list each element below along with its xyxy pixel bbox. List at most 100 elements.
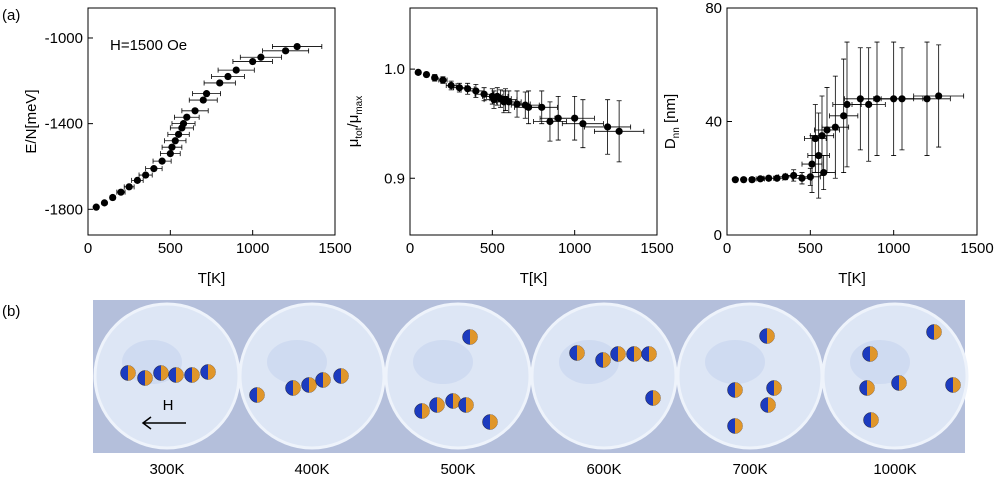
data-point — [513, 100, 521, 108]
particle-half — [293, 380, 301, 396]
y-axis-label-part: D — [662, 138, 679, 149]
data-point — [183, 113, 191, 121]
y-tick-label: 40 — [705, 114, 722, 131]
data-point — [150, 165, 158, 173]
x-tick-label: 1500 — [960, 240, 993, 257]
particle-half — [437, 397, 445, 413]
particle-half — [934, 324, 942, 340]
data-point — [422, 70, 431, 79]
x-axis-label: T[K] — [838, 270, 866, 287]
x-tick-label: 500 — [480, 240, 505, 257]
data-point — [257, 53, 265, 61]
data-point — [439, 76, 447, 84]
snapshot-label: 600K — [586, 461, 621, 478]
data-point — [840, 112, 848, 120]
y-axis-label-part: E/N[meV] — [23, 89, 40, 153]
y-tick-label: 1.0 — [384, 61, 405, 78]
particle-half — [470, 329, 478, 345]
data-point — [232, 66, 240, 74]
particle-half — [653, 390, 661, 406]
data-point — [765, 174, 773, 182]
plot-frame — [409, 7, 658, 236]
particle-half — [422, 403, 430, 419]
particle-half — [323, 372, 331, 388]
data-point — [171, 137, 179, 145]
data-point — [731, 176, 739, 184]
particle-half — [309, 377, 317, 393]
particle-half — [767, 328, 775, 344]
panel-label: (a) — [2, 7, 20, 24]
data-point — [179, 120, 188, 128]
snapshot-label: 300K — [149, 461, 184, 478]
particle-half — [257, 387, 265, 403]
particle-half — [490, 414, 498, 430]
data-point — [773, 174, 781, 182]
data-point — [282, 47, 290, 55]
snapshot-label: 400K — [294, 461, 329, 478]
x-tick-label: 0 — [723, 240, 731, 257]
particle-half — [176, 367, 184, 383]
annotation: H=1500 Oe — [110, 37, 187, 54]
data-point — [202, 90, 211, 98]
y-tick-label: 80 — [705, 0, 722, 17]
particle-half — [768, 397, 776, 413]
data-point — [740, 176, 748, 184]
particle-half — [161, 365, 169, 381]
data-point — [142, 171, 150, 179]
data-point — [831, 123, 839, 131]
x-tick-label: 500 — [158, 240, 183, 257]
plot-frame — [726, 7, 978, 236]
data-point — [199, 96, 207, 104]
y-tick-label: 0.9 — [384, 170, 405, 187]
data-point — [293, 42, 301, 51]
data-point — [414, 68, 422, 76]
snapshot-shade — [413, 340, 473, 384]
y-tick-label: -1800 — [45, 201, 83, 218]
data-point — [224, 72, 232, 81]
particle-half — [577, 345, 585, 361]
data-point — [818, 132, 826, 140]
data-point — [133, 176, 141, 184]
y-axis-label-part: [nm] — [662, 94, 679, 127]
data-point — [174, 130, 183, 138]
x-tick-label: 1000 — [236, 240, 269, 257]
snapshot-label: 1000K — [873, 461, 916, 478]
data-point — [820, 168, 828, 177]
data-point — [538, 103, 546, 111]
data-point — [158, 157, 166, 165]
data-point — [615, 127, 623, 135]
particle-half — [466, 397, 474, 413]
particle-half — [867, 380, 875, 396]
particle-half — [953, 377, 961, 393]
data-point — [808, 160, 816, 168]
data-point — [168, 143, 176, 151]
y-axis-label-part: nn — [671, 127, 682, 138]
data-point — [571, 114, 579, 122]
y-axis-label: E/N[meV] — [23, 89, 40, 153]
data-point — [923, 95, 931, 103]
snapshot-shade — [267, 340, 327, 384]
data-point — [109, 193, 117, 202]
data-point — [100, 199, 109, 207]
snapshot-label: 500K — [440, 461, 475, 478]
particle-half — [735, 418, 743, 434]
snapshot-label: 700K — [732, 461, 767, 478]
plot-frame — [87, 7, 336, 236]
particle-half — [871, 412, 879, 428]
data-point — [815, 151, 823, 160]
data-point — [546, 117, 554, 126]
data-point — [843, 100, 851, 109]
x-tick-label: 0 — [84, 240, 92, 257]
particle-half — [341, 368, 349, 384]
particle-half — [899, 375, 907, 391]
particle-half — [774, 380, 782, 396]
y-tick-label: -1400 — [45, 116, 83, 133]
y-axis-label-part: μ — [345, 139, 362, 148]
data-point — [447, 81, 455, 90]
x-tick-label: 1000 — [558, 240, 591, 257]
particle-half — [145, 370, 153, 386]
data-point — [92, 203, 100, 211]
x-tick-label: 1000 — [877, 240, 910, 257]
data-point — [455, 84, 463, 92]
